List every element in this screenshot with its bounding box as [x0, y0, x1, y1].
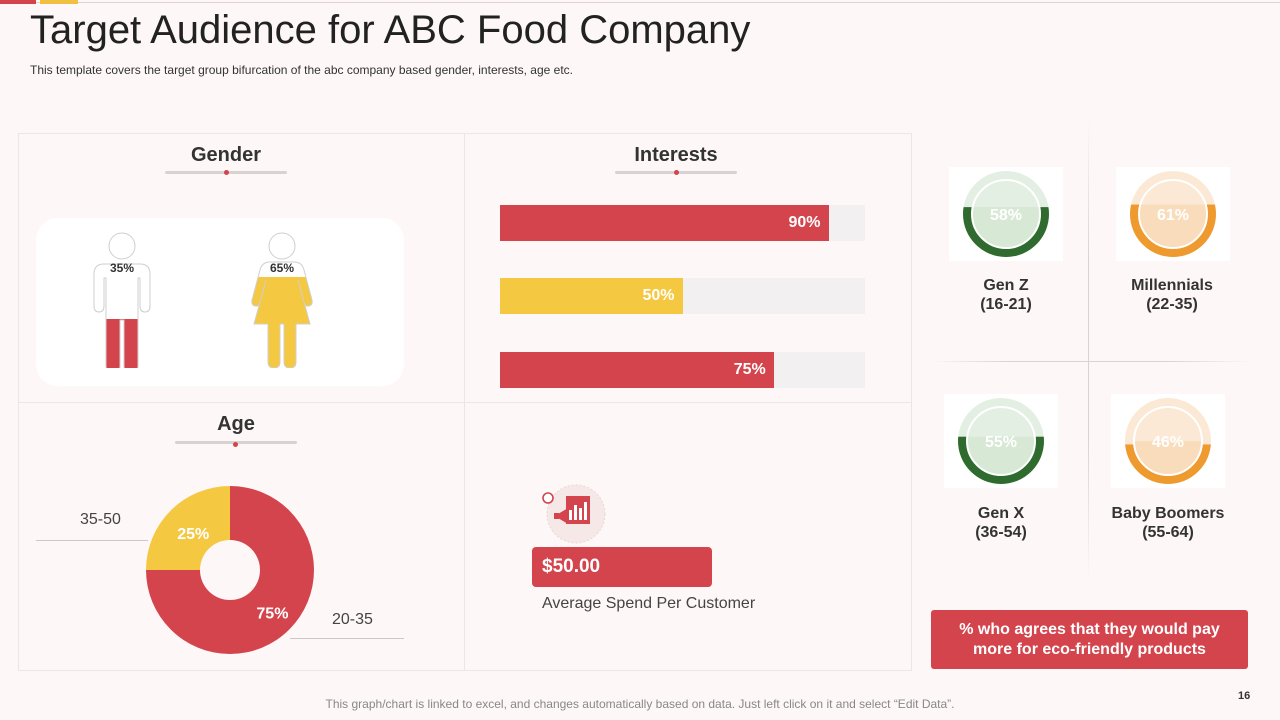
- gauge-inner-ring: [1133, 406, 1203, 476]
- interest-bar-fill: 90%: [500, 205, 829, 241]
- donut-slice-35-50: [146, 486, 230, 570]
- interest-bar-label: 75%: [733, 361, 766, 378]
- eco-friendly-callout: % who agrees that they would pay more fo…: [931, 610, 1248, 669]
- donut-slice-20-35: [146, 486, 314, 654]
- eco-callout-line1: % who agrees that they would pay: [959, 620, 1220, 638]
- gauge-percentage: 61%: [1157, 207, 1189, 224]
- footer-note: This graph/chart is linked to excel, and…: [325, 697, 955, 711]
- average-spend-value: $50.00: [532, 547, 712, 587]
- generation-divider-horizontal: [930, 361, 1250, 362]
- gender-title-dot: [224, 170, 229, 175]
- accent-bar-yellow: [40, 0, 78, 4]
- top-rule: [0, 2, 1280, 3]
- accent-bar-red: [0, 0, 36, 4]
- gauge-inner-ring: [971, 179, 1041, 249]
- eco-callout-line2: more for eco-friendly products: [973, 640, 1206, 658]
- gauge-percentage: 46%: [1152, 434, 1184, 451]
- female-percentage: 65%: [269, 261, 295, 275]
- panel-divider-vertical: [464, 133, 465, 670]
- gauge-percentage: 55%: [985, 434, 1017, 451]
- generation-name: Baby Boomers: [1111, 505, 1225, 522]
- generation-label: Baby Boomers (55-64): [1100, 504, 1236, 542]
- page-title: Target Audience for ABC Food Company: [30, 8, 751, 52]
- generation-range: (36-54): [975, 524, 1027, 541]
- interest-bar-fill: 75%: [500, 352, 774, 388]
- gender-title: Gender: [190, 144, 262, 166]
- age-label-right-leader: [290, 638, 404, 639]
- generation-card-baby-boomers: 46%: [1111, 394, 1225, 488]
- female-figure-icon: [251, 232, 313, 368]
- interest-bar-track: 75%: [500, 352, 865, 388]
- generation-card-gen-z: 58%: [949, 167, 1063, 261]
- generation-name: Millennials: [1131, 277, 1213, 294]
- generation-name: Gen X: [977, 505, 1025, 522]
- gauge-inner-ring: [966, 406, 1036, 476]
- gauge-chart: 46%: [1125, 398, 1211, 484]
- interests-title-dot: [674, 170, 679, 175]
- interest-bar-fill: 50%: [500, 278, 683, 314]
- generation-divider-vertical: [1088, 120, 1089, 580]
- age-label-right: 20-35: [332, 611, 373, 628]
- generation-label: Gen X (36-54): [944, 504, 1058, 542]
- page-number: 16: [1238, 690, 1251, 702]
- gauge-chart: 61%: [1130, 171, 1216, 257]
- gauge-chart: 55%: [958, 398, 1044, 484]
- age-label-left-leader: [36, 540, 148, 541]
- generation-name: Gen Z: [983, 277, 1029, 294]
- panel-divider-horizontal: [18, 402, 911, 403]
- donut-slice-label: 25%: [177, 526, 209, 543]
- gauge-inner-ring: [1138, 179, 1208, 249]
- generation-label: Gen Z (16-21): [949, 276, 1063, 314]
- interest-bar-label: 90%: [788, 214, 821, 231]
- interest-bar-track: 90%: [500, 205, 865, 241]
- generation-label: Millennials (22-35): [1112, 276, 1232, 314]
- interest-bar-label: 50%: [642, 287, 675, 304]
- age-title: Age: [217, 413, 255, 435]
- age-donut-chart: 25% 75%: [146, 486, 314, 654]
- average-spend-caption: Average Spend Per Customer: [542, 595, 756, 612]
- age-title-dot: [233, 442, 238, 447]
- gauge-chart: 58%: [963, 171, 1049, 257]
- interests-title: Interests: [634, 144, 718, 166]
- age-label-left: 35-50: [80, 511, 121, 528]
- generation-card-millennials: 61%: [1116, 167, 1230, 261]
- generation-range: (55-64): [1142, 524, 1194, 541]
- megaphone-chart-icon: [542, 484, 606, 544]
- generation-range: (22-35): [1146, 296, 1198, 313]
- gauge-percentage: 58%: [990, 207, 1022, 224]
- male-figure-icon: [93, 232, 151, 368]
- interest-bar-track: 50%: [500, 278, 865, 314]
- male-percentage: 35%: [109, 261, 135, 275]
- page-subtitle: This template covers the target group bi…: [30, 63, 573, 77]
- generation-card-gen-x: 55%: [944, 394, 1058, 488]
- generation-range: (16-21): [980, 296, 1032, 313]
- donut-slice-label: 75%: [256, 605, 288, 622]
